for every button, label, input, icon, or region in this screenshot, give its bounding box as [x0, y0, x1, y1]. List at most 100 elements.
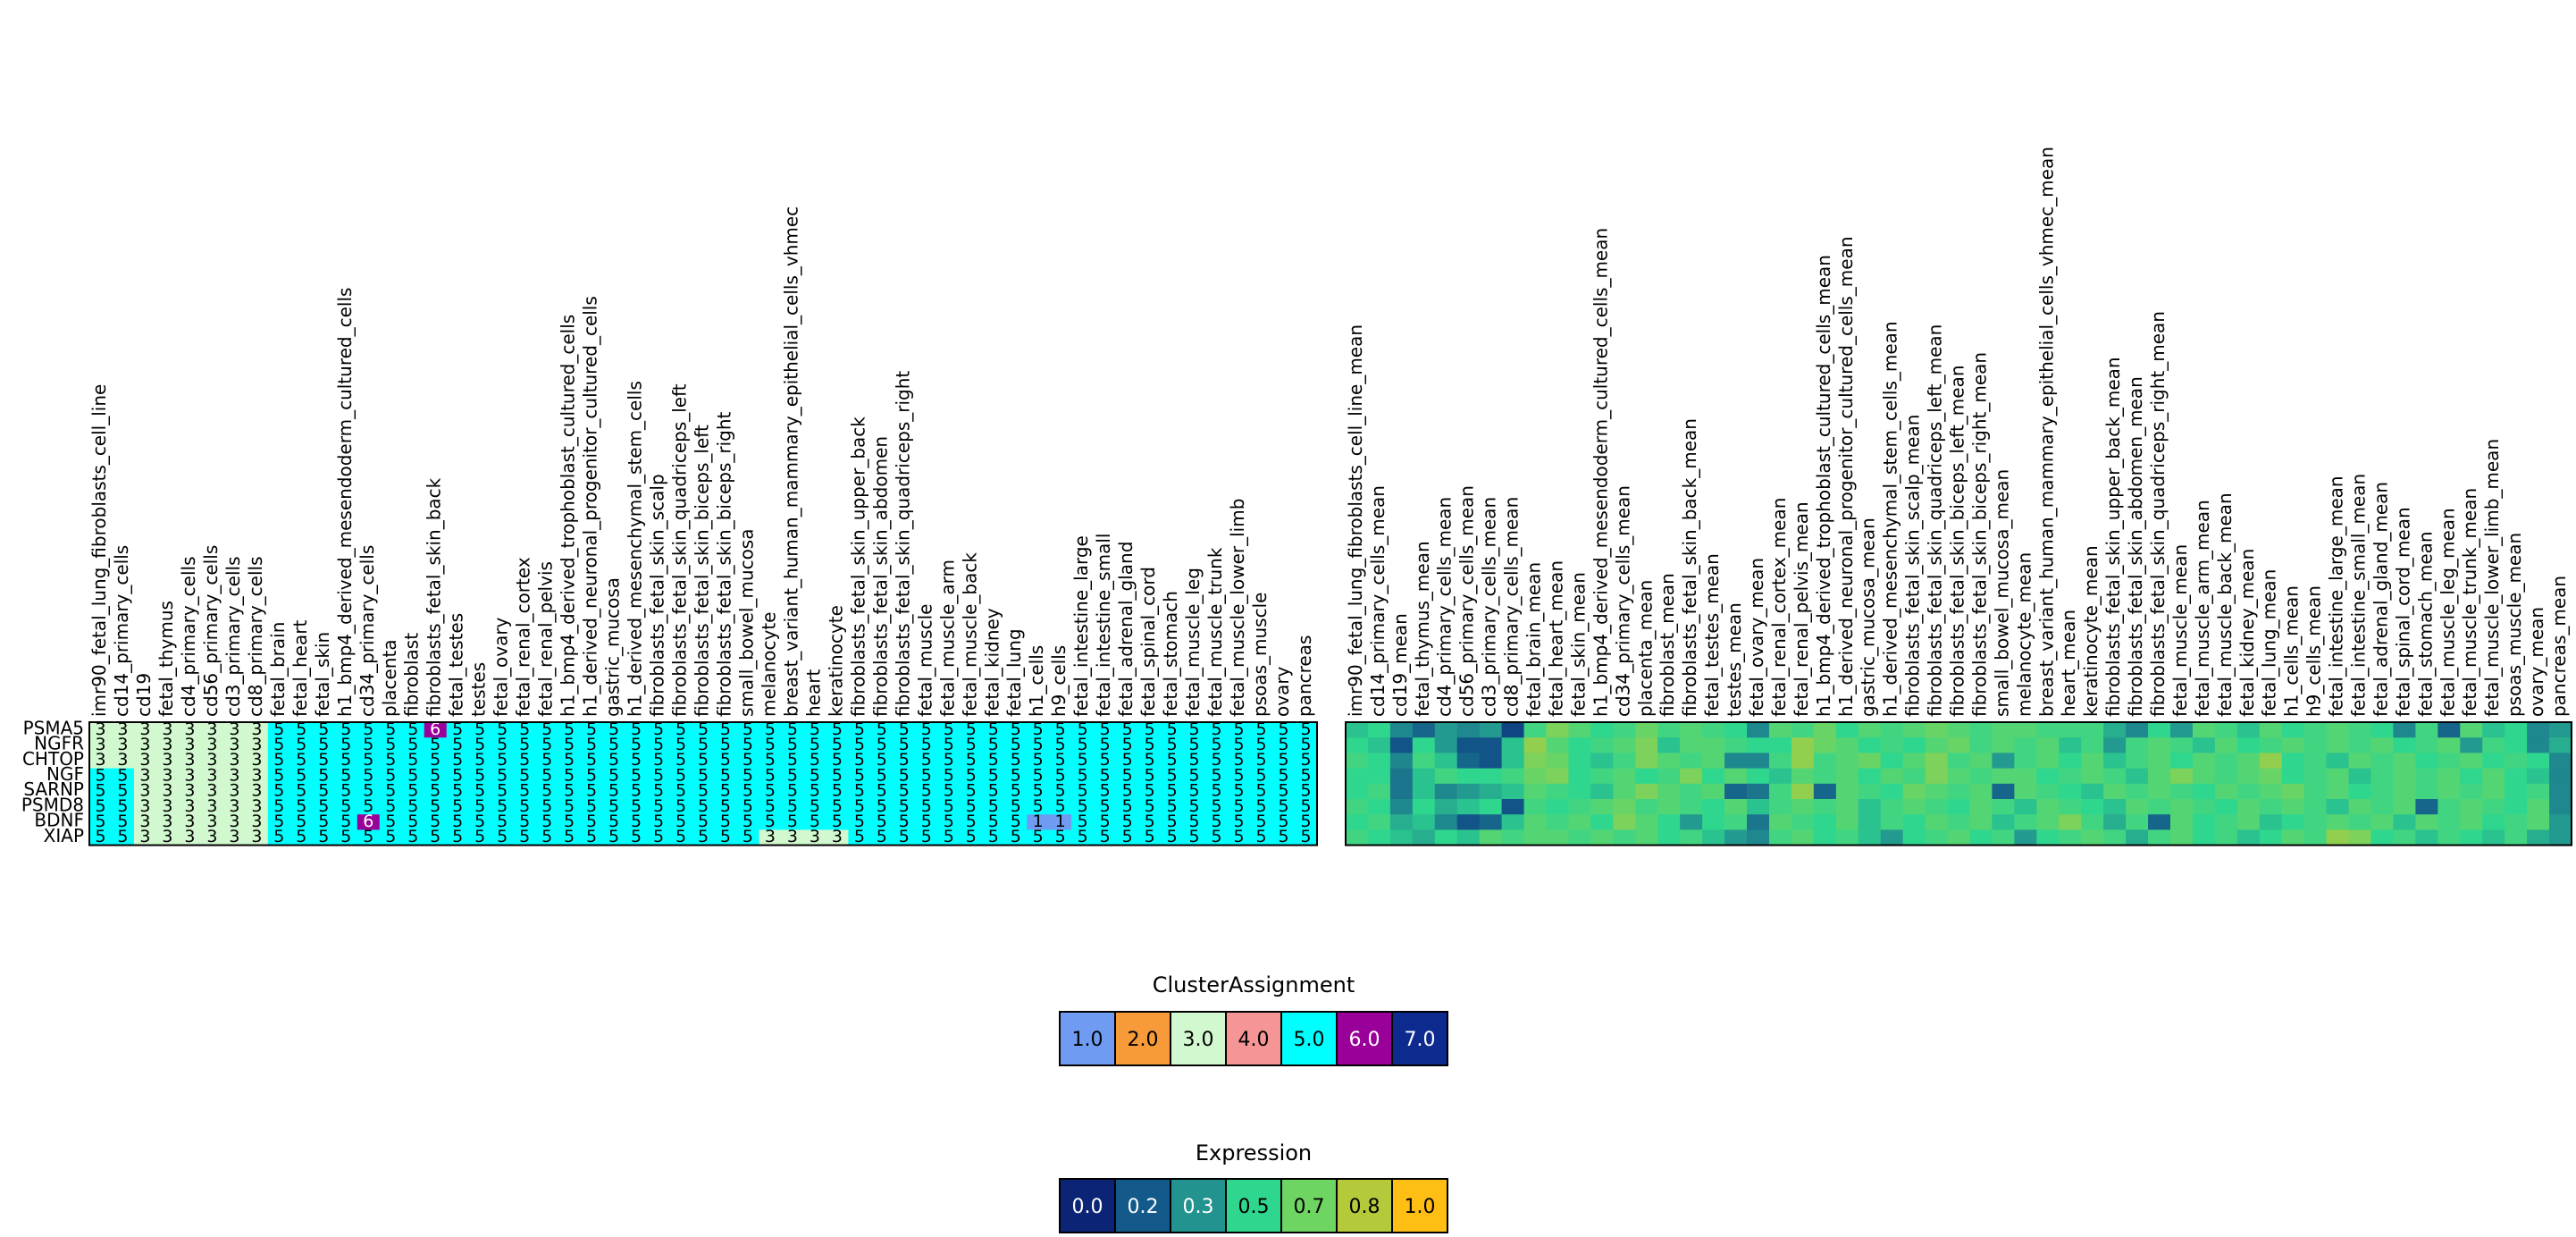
expression-cell — [1925, 768, 1948, 785]
expression-cell — [1925, 737, 1948, 753]
cluster-cell — [1205, 768, 1229, 785]
expression-cell — [2281, 753, 2305, 769]
expression-column-label: placenta_mean — [1634, 580, 1656, 717]
cluster-cell-label: 5 — [899, 719, 910, 739]
cluster-cell-label: 5 — [1255, 796, 1266, 816]
cluster-cell-label: 5 — [452, 827, 463, 846]
expression-cell — [1702, 722, 1725, 738]
expression-cell — [2281, 829, 2305, 846]
cluster-cell-label: 5 — [1100, 750, 1111, 770]
cluster-cell-label: 5 — [877, 827, 887, 846]
expression-cell — [2460, 799, 2483, 815]
cluster-cell — [155, 814, 180, 830]
cluster-cell — [513, 783, 537, 800]
expression-cell — [2303, 829, 2327, 846]
expression-cell — [2192, 783, 2216, 800]
expression-cell — [2393, 799, 2416, 815]
cluster-cell-label: 5 — [675, 796, 686, 816]
expression-column-label: fetal_muscle_lower_limb_mean — [2481, 439, 2503, 717]
cluster-cell — [401, 783, 425, 800]
cluster-cell-label: 5 — [340, 796, 351, 816]
expression-cell — [2214, 814, 2238, 830]
expression-cell — [1346, 814, 1369, 830]
cluster-cell-label: 5 — [1212, 796, 1222, 816]
expression-cell — [2036, 737, 2060, 753]
cluster-cell-label: 5 — [1255, 765, 1266, 785]
expression-cell — [1501, 737, 1524, 753]
cluster-column-label: cd14_primary_cells — [111, 545, 132, 717]
cluster-cell — [893, 783, 916, 800]
cluster-cell-label: 5 — [743, 796, 753, 816]
cluster-cell — [1116, 737, 1139, 753]
cluster-cell-label: 5 — [1255, 735, 1266, 754]
cluster-cell — [1161, 783, 1184, 800]
expression-column-label: fetal_intestine_large_mean — [2326, 475, 2347, 717]
cluster-column-label: cd8_primary_cells — [245, 556, 266, 717]
cluster-cell-label: 5 — [966, 796, 977, 816]
expression-cell — [2081, 799, 2104, 815]
expression-cell — [1523, 829, 1547, 846]
cluster-cell-label: 5 — [519, 812, 530, 831]
cluster-cell-label: 3 — [206, 719, 217, 739]
cluster-cell — [1094, 783, 1117, 800]
expression-cell — [1590, 768, 1614, 785]
expression-cell — [1657, 737, 1681, 753]
expression-cell — [2303, 722, 2327, 738]
expression-cell — [2281, 722, 2305, 738]
cluster-cell-label: 5 — [407, 750, 418, 770]
cluster-cell — [1049, 799, 1072, 815]
expression-cell — [2527, 829, 2550, 846]
expression-cell — [1680, 814, 1703, 830]
cluster-cell — [245, 783, 269, 800]
expression-cell — [1479, 753, 1503, 769]
cluster-cell — [982, 814, 1005, 830]
cluster-cell-label: 3 — [206, 796, 217, 816]
expression-cell — [2059, 753, 2082, 769]
expression-cell — [2482, 799, 2505, 815]
expression-cell — [2126, 814, 2149, 830]
cluster-cell-label: 5 — [631, 796, 642, 816]
cluster-cell-label: 5 — [743, 827, 753, 846]
cluster-cell — [1116, 722, 1139, 738]
expression-cell — [1523, 783, 1547, 800]
expression-cell — [1880, 737, 1904, 753]
cluster-cell-label: 5 — [1212, 750, 1222, 770]
cluster-cell — [245, 814, 269, 830]
expression-cell — [2169, 814, 2194, 830]
cluster-cell — [1004, 783, 1028, 800]
expression-cell — [2036, 814, 2060, 830]
cluster-cell-label: 5 — [720, 796, 731, 816]
cluster-cell-label: 5 — [519, 735, 530, 754]
cluster-cell — [1027, 768, 1050, 785]
cluster-column-label: fibroblasts_fetal_skin_biceps_left — [691, 425, 712, 717]
cluster-cell-label: 5 — [519, 750, 530, 770]
cluster-cell-label: 5 — [1145, 735, 1155, 754]
cluster-cell-label: 5 — [1011, 781, 1021, 801]
cluster-cell-label: 3 — [251, 765, 262, 785]
cluster-cell-label: 5 — [1011, 827, 1021, 846]
cluster-cell — [1094, 722, 1117, 738]
expression-cell — [1546, 753, 1569, 769]
expression-cell — [2438, 783, 2461, 800]
cluster-cell — [1027, 753, 1050, 769]
cluster-cell — [535, 722, 559, 738]
cluster-cell-label: 5 — [318, 781, 329, 801]
cluster-cell — [870, 768, 894, 785]
expression-cell — [1523, 814, 1547, 830]
expression-cell — [1613, 722, 1636, 738]
expression-cell — [1456, 829, 1481, 846]
cluster-cell-label: 5 — [675, 812, 686, 831]
cluster-cell — [826, 722, 849, 738]
expression-cell — [1501, 799, 1524, 815]
cluster-cell — [334, 753, 358, 769]
expression-cell — [1501, 753, 1524, 769]
expression-column-label: fibroblasts_fetal_skin_biceps_left_mean — [1946, 365, 1968, 717]
expression-cell — [1858, 722, 1882, 738]
cluster-cell-label: 5 — [698, 812, 709, 831]
cluster-cell — [155, 799, 180, 815]
expression-cell — [2148, 829, 2171, 846]
cluster-cell-label: 3 — [229, 781, 239, 801]
cluster-cell — [915, 829, 938, 846]
expression-cell — [1367, 722, 1391, 738]
